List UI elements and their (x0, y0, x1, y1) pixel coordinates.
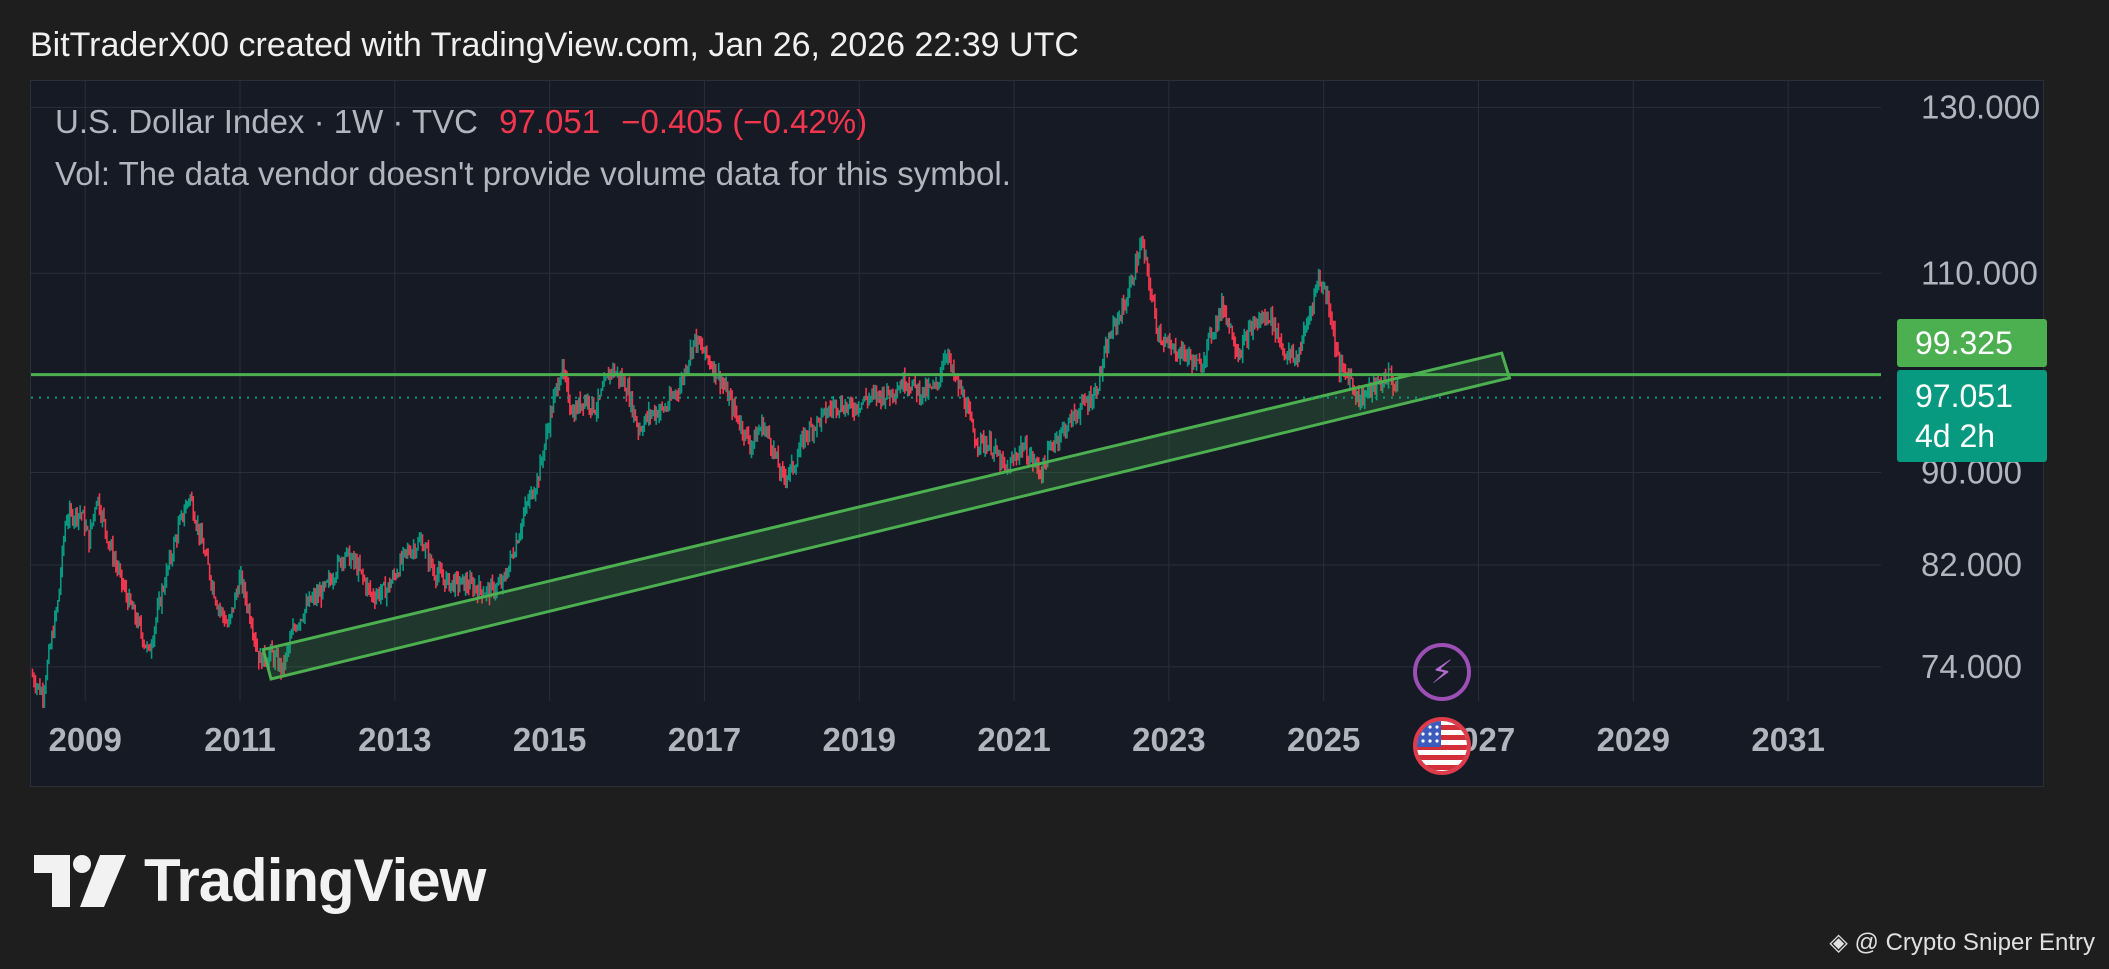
time-axis-label: 2019 (823, 721, 896, 758)
last-price-label: 97.051 (1915, 378, 2013, 414)
time-axis-label: 2017 (668, 721, 741, 758)
time-axis-label: 2025 (1287, 721, 1360, 758)
time-axis-label: 2009 (48, 721, 121, 758)
time-axis-label: 2021 (977, 721, 1050, 758)
time-axis-label: 2031 (1751, 721, 1824, 758)
watermark: ◈ @ Crypto Sniper Entry (1829, 928, 2095, 957)
horizontal-line-price-tag: 99.325 (1897, 319, 2047, 367)
trend-channel (261, 351, 1512, 681)
price-change: −0.405 (−0.42%) (621, 103, 868, 140)
time-axis-label: 2013 (358, 721, 431, 758)
price-series (31, 235, 1399, 709)
level-price-label: 99.325 (1915, 325, 2013, 361)
symbol-legend: U.S. Dollar Index · 1W · TVC 97.051 −0.4… (55, 103, 1011, 193)
binance-diamond-icon: ◈ (1829, 929, 1848, 956)
symbol-title[interactable]: U.S. Dollar Index · 1W · TVC (55, 103, 478, 140)
last-price-tag: 97.051 4d 2h (1897, 370, 2047, 462)
time-axis-label: 2011 (204, 721, 276, 758)
chart-grid (31, 81, 1881, 701)
tradingview-logo-icon (34, 854, 126, 907)
last-price: 97.051 (499, 103, 601, 140)
bar-countdown-label: 4d 2h (1915, 418, 1996, 454)
attribution-text: BitTraderX00 created with TradingView.co… (30, 26, 1079, 64)
time-axis-label: 2023 (1132, 721, 1205, 758)
time-axis-label: 2029 (1597, 721, 1670, 758)
lightning-bolt-icon[interactable]: ⚡ (1413, 643, 1471, 701)
tradingview-brand[interactable]: TradingView (34, 846, 486, 915)
volume-note: Vol: The data vendor doesn't provide vol… (55, 155, 1011, 192)
price-axis-label: 110.000 (1921, 254, 2038, 291)
brand-name: TradingView (144, 847, 486, 914)
chart-drawings (31, 351, 1881, 681)
us-flag-icon[interactable] (1413, 717, 1471, 775)
chart-panel[interactable]: 130.000 110.000 90.000 82.000 74.000 2009 2011… (30, 80, 2047, 787)
time-axis-label: 2015 (513, 721, 586, 758)
price-axis-label: 82.000 (1921, 546, 2022, 583)
price-axis-label: 130.000 (1921, 88, 2040, 125)
price-axis-label: 74.000 (1921, 648, 2022, 685)
watermark-text: @ Crypto Sniper Entry (1854, 929, 2095, 956)
